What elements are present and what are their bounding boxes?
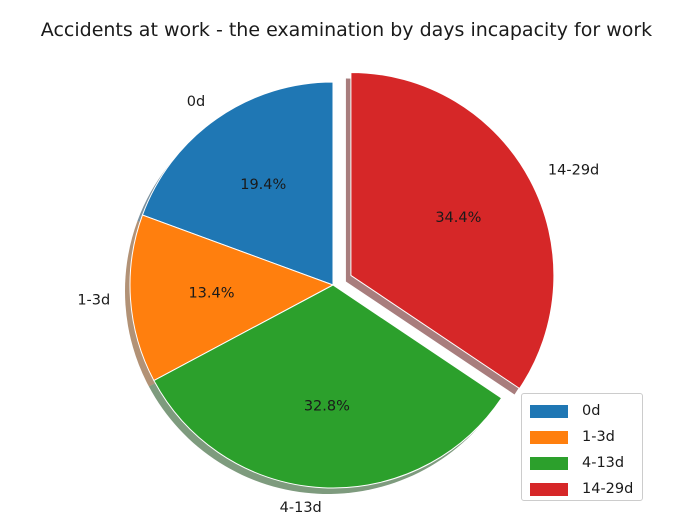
legend-label-14-29d: 14-29d [582, 481, 634, 497]
slice-4-13d [153, 284, 503, 489]
legend-label-4-13d: 4-13d [582, 455, 625, 471]
chart-title: Accidents at work - the examination by d… [40, 19, 653, 41]
slice-1-3d [129, 214, 335, 382]
legend-swatch-1-3d [530, 430, 568, 444]
slice-percent-4-13d: 32.8% [304, 399, 350, 415]
legend-item-4-13d: 4-13d [530, 450, 642, 476]
slice-0d [141, 81, 334, 286]
legend-swatch-4-13d [530, 456, 568, 470]
slice-label-1-3d: 1-3d [77, 292, 110, 308]
legend-item-0d: 0d [530, 398, 642, 424]
pie-slices [129, 71, 555, 489]
slice-percent-1-3d: 13.4% [188, 285, 234, 301]
legend: 0d 1-3d 4-13d 14-29d [521, 393, 643, 501]
legend-item-14-29d: 14-29d [530, 476, 642, 502]
legend-label-0d: 0d [582, 403, 601, 419]
slice-percent-14-29d: 34.4% [435, 210, 481, 226]
legend-swatch-0d [530, 404, 568, 418]
legend-label-1-3d: 1-3d [582, 429, 615, 445]
pie-labels: 0d 19.4% 1-3d 13.4% 4-13d 32.8% 14-29d 34.4% [77, 94, 599, 516]
slice-label-0d: 0d [187, 94, 205, 110]
slice-percent-0d: 19.4% [240, 177, 286, 193]
slice-14-29d [350, 71, 555, 390]
legend-swatch-14-29d [530, 482, 568, 496]
slice-label-14-29d: 14-29d [548, 162, 599, 178]
slice-label-4-13d: 4-13d [280, 500, 322, 516]
legend-item-1-3d: 1-3d [530, 424, 642, 450]
